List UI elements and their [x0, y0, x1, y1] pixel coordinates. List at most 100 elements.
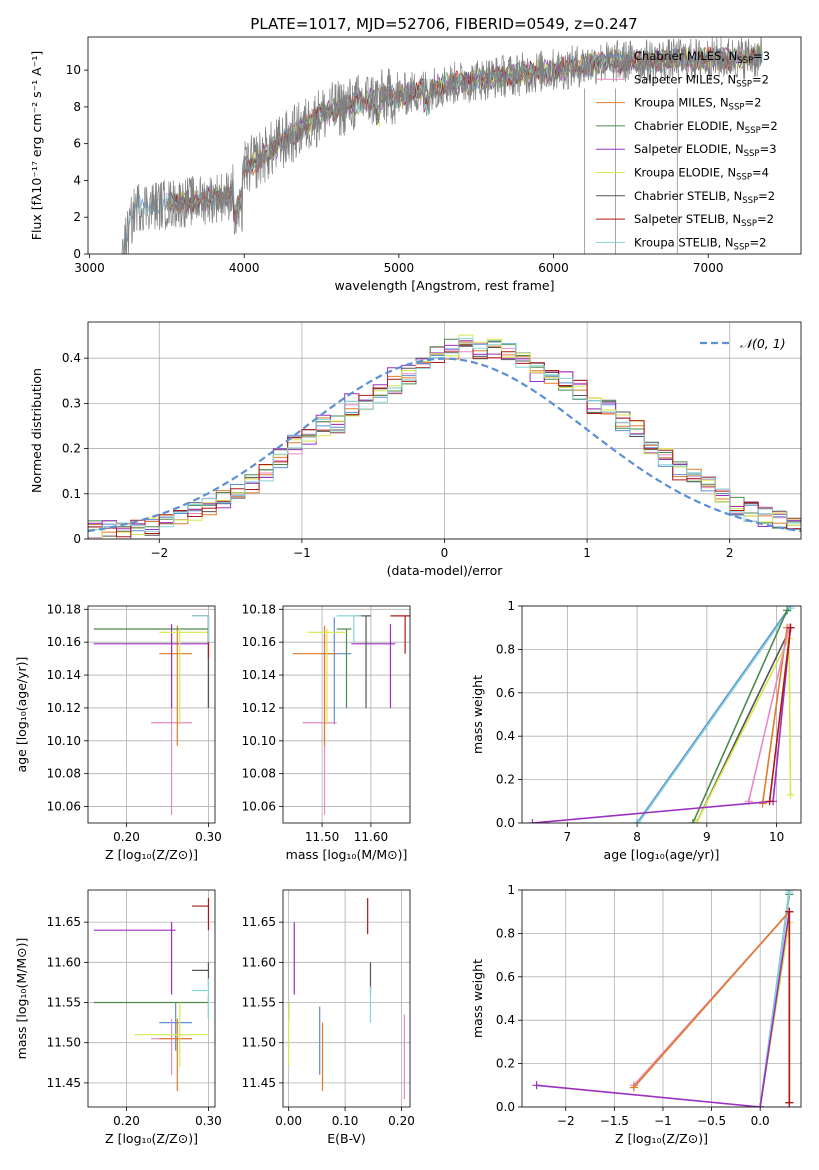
- x-axis-label: E(B-V): [327, 1131, 366, 1146]
- errorbar-point-4: [351, 624, 396, 708]
- x-tick-label: 0.20: [113, 1114, 140, 1128]
- x-tick-label: 2: [726, 546, 734, 560]
- residual-legend: 𝒩(0, 1): [700, 336, 786, 351]
- x-tick-label: 0.20: [388, 1114, 415, 1128]
- x-axis-label: age [log₁₀(age/yr)]: [604, 847, 720, 862]
- legend-n-value: =2: [749, 235, 766, 249]
- x-tick-label: −2: [150, 546, 168, 560]
- weight-line-3: [692, 609, 788, 823]
- y-tick-label: 0.0: [496, 816, 515, 830]
- y-tick-label: 0.6: [496, 970, 515, 984]
- spectrum-legend: Chabrier MILES, NSSP=3 Salpeter MILES, NS…: [596, 49, 778, 252]
- histogram-4: [88, 340, 801, 530]
- plot-area-age_vs_Z: [93, 615, 210, 815]
- weight-marker-7: [785, 1098, 794, 1107]
- axes-frame: [87, 605, 216, 824]
- y-tick-label: 0.2: [62, 442, 81, 456]
- errorbar-point-3: [336, 628, 352, 708]
- legend-label-3: Chabrier ELODIE, NSSP=2: [634, 119, 778, 136]
- y-tick-label: 11.65: [47, 915, 81, 929]
- legend-n-value: =2: [744, 96, 761, 110]
- legend-label-2: Kroupa MILES, NSSP=2: [634, 96, 761, 113]
- legend-n-value: =3: [753, 49, 770, 63]
- y-tick-label: 0.3: [62, 396, 81, 410]
- axes-frame: [282, 605, 411, 824]
- errorbar-point-8: [192, 615, 210, 643]
- plot-area-spectrum: [121, 37, 763, 254]
- x-tick-label: −1: [654, 1114, 672, 1128]
- x-tick-label: 3000: [74, 261, 105, 275]
- x-axis-label: mass [log₁₀(M/M⊙)]: [286, 847, 408, 862]
- plot-area-weight_vs_Z: [532, 890, 794, 1107]
- y-tick-label: 0.2: [496, 1057, 515, 1071]
- y-tick-label: 10.12: [47, 701, 81, 715]
- axes-frame: [521, 889, 802, 1108]
- spectrum-data: [121, 37, 763, 254]
- y-tick-label: 11.50: [47, 1036, 81, 1050]
- y-tick-label: 11.45: [242, 1076, 276, 1090]
- x-tick-label: −1.5: [600, 1114, 629, 1128]
- y-tick-label: 0.8: [496, 926, 515, 940]
- legend-subscript: SSP: [744, 149, 760, 159]
- spectrum-model-5: [166, 43, 763, 223]
- axes-frame: [521, 605, 802, 824]
- errorbar-point-1: [302, 633, 337, 815]
- x-tick-label: −0.5: [697, 1114, 726, 1128]
- legend-label-4: Salpeter ELODIE, NSSP=3: [634, 142, 777, 159]
- weight-marker-5: [786, 790, 795, 799]
- legend-label-8: Kroupa STELIB, NSSP=2: [634, 235, 766, 252]
- plot-area-mass_vs_ebv: [288, 898, 405, 1099]
- y-axis-label: age [log₁₀(age/yr)]: [14, 657, 29, 773]
- weight-line-2: [633, 911, 790, 1089]
- x-tick-label: 9: [703, 830, 711, 844]
- x-tick-label: 10: [769, 830, 784, 844]
- x-tick-label: 5000: [384, 261, 415, 275]
- y-tick-label: 11.60: [242, 955, 276, 969]
- y-tick-label: 11.50: [242, 1036, 276, 1050]
- y-tick-label: 10.14: [47, 668, 81, 682]
- y-tick-label: 0.8: [496, 642, 515, 656]
- panel-weight_vs_age: 7 8 9 10 0.0 0.2 0.4 0.6 0.8 1 age [log₁₀(age/yr)]…: [470, 599, 802, 862]
- plot-area-weight_vs_age: [528, 606, 795, 823]
- weight-marker-4: [756, 1103, 765, 1107]
- errorbar-point-1: [151, 1018, 193, 1075]
- legend-label-0: Chabrier MILES, NSSP=3: [634, 49, 770, 66]
- x-tick-label: 0.20: [113, 830, 140, 844]
- y-tick-label: 10.10: [47, 734, 81, 748]
- legend-label-7: Salpeter STELIB, NSSP=2: [634, 212, 774, 229]
- weight-line-4: [532, 627, 792, 823]
- errorbar-point-3: [93, 994, 210, 1019]
- panel-weight_vs_Z: −2 −1.5 −1 −0.5 0.0 0.0 0.2 0.4 0.6 0.8 1 Z [log₁₀(…: [470, 883, 802, 1146]
- plot-area-mass_vs_Z: [93, 898, 210, 1091]
- errorbar-point-4: [93, 624, 209, 708]
- y-tick-label: 0.0: [496, 1100, 515, 1114]
- weight-marker-8: [785, 890, 794, 897]
- x-tick-label: −2: [557, 1114, 575, 1128]
- weight-line-4: [536, 911, 791, 1107]
- errorbar-point-2: [159, 1018, 193, 1091]
- x-axis-label: Z [log₁₀(Z/Z⊙)]: [615, 1131, 708, 1146]
- weight-marker-4: [532, 1081, 541, 1090]
- y-tick-label: 10.06: [47, 800, 81, 814]
- errorbar-point-5: [134, 1002, 209, 1067]
- errorbar-point-0: [159, 1002, 193, 1051]
- y-axis-label: mass [log₁₀(M/M⊙)]: [14, 938, 29, 1060]
- weight-marker-7: [765, 797, 774, 806]
- x-tick-label: 8: [633, 830, 641, 844]
- y-tick-label: 10.16: [47, 635, 81, 649]
- panel-age_vs_Z: 0.20 0.30 10.06 10.08 10.10 10.12 10.14 10.16 10…: [14, 602, 222, 862]
- legend-n-value: =3: [760, 142, 777, 156]
- y-tick-label: 10.10: [242, 734, 276, 748]
- x-tick-label: 0.30: [195, 1114, 222, 1128]
- weight-line-8: [637, 607, 792, 823]
- weight-marker-0: [633, 819, 642, 823]
- weight-marker-4: [528, 819, 537, 823]
- weight-marker-8: [634, 819, 643, 823]
- legend-n-value: =2: [758, 189, 775, 203]
- panel-spectrum: 3000 4000 5000 6000 7000 0 2 4 6 8 10 wavelength [A…: [29, 36, 802, 293]
- x-tick-label: 11.60: [354, 830, 388, 844]
- legend-n-value: =2: [752, 72, 769, 86]
- x-tick-label: −1: [293, 546, 311, 560]
- y-tick-label: 10: [66, 63, 81, 77]
